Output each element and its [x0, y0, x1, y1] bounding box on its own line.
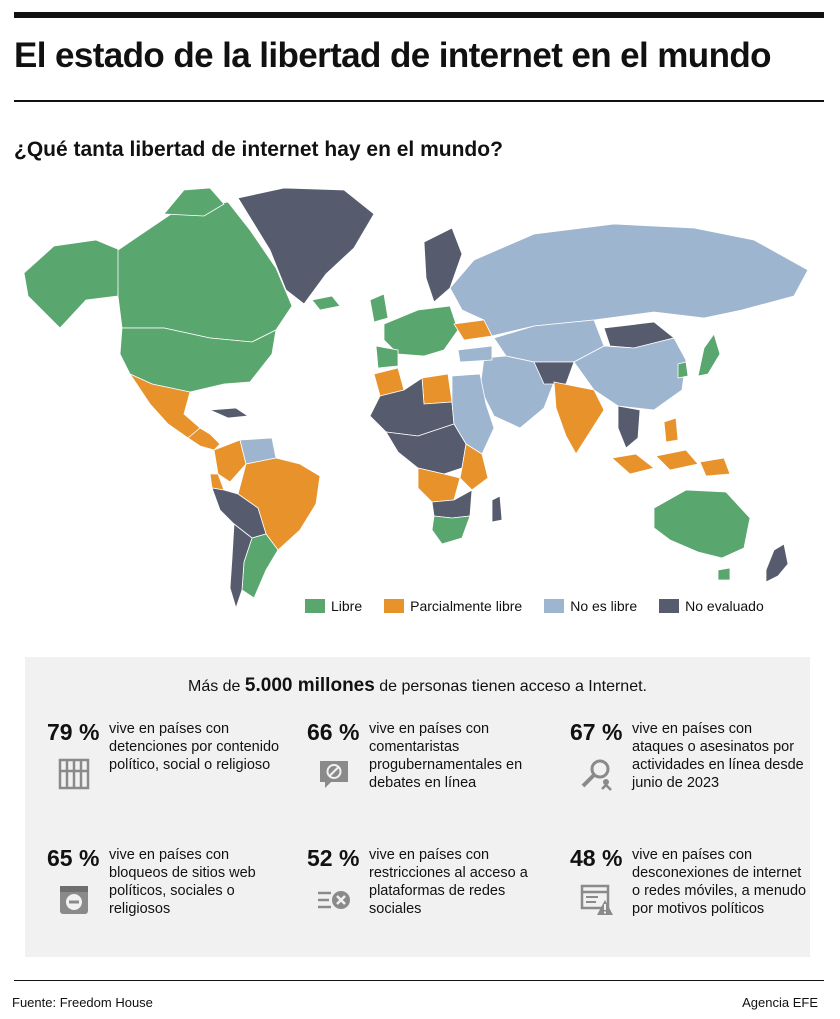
region-libya — [421, 373, 453, 405]
legend-label: Libre — [331, 598, 363, 614]
region-indonesia-east — [655, 449, 699, 471]
stat-percent: 65 % — [47, 845, 100, 871]
legend-label: No evaluado — [685, 598, 764, 614]
legend-label: No es libre — [570, 598, 638, 614]
restricted-social-icon — [318, 891, 350, 909]
map-legend: Libre Parcialmente libre No es libre No … — [305, 598, 764, 614]
region-caribbean — [209, 407, 250, 419]
region-india — [553, 381, 605, 455]
region-new-zealand — [765, 543, 789, 583]
legend-label: Parcialmente libre — [410, 598, 523, 614]
region-tasmania — [717, 567, 731, 581]
page-title: El estado de la libertad de internet en … — [14, 36, 772, 75]
region-madagascar — [491, 495, 503, 523]
stat-progov-commentators: 66 % vive en países con comentaristas pr… — [307, 719, 557, 819]
stat-website-blocks: 65 % vive en países con bloqueos de siti… — [47, 845, 297, 945]
stat-percent: 52 % — [307, 845, 360, 871]
top-rule — [14, 12, 824, 18]
agency-credit: Agencia EFE — [742, 995, 818, 1010]
stat-percent: 48 % — [570, 845, 623, 871]
region-papua — [699, 457, 731, 477]
region-central-america — [187, 427, 221, 451]
speech-blocked-icon — [320, 761, 348, 788]
stat-disconnections: 48 % vive en países con desconexiones de… — [570, 845, 820, 945]
chart-title: ¿Qué tanta libertad de internet hay en e… — [14, 138, 503, 161]
region-indonesia-west — [611, 453, 655, 475]
prison-bars-icon — [58, 758, 90, 790]
stat-percent: 79 % — [47, 719, 100, 745]
region-alaska — [23, 239, 121, 329]
stat-percent: 67 % — [570, 719, 623, 745]
stat-social-restrictions: 52 % vive en países con restricciones al… — [307, 845, 557, 945]
stat-attacks: 67 % vive en países con ataques o asesin… — [570, 719, 820, 819]
stats-headline: Más de 5.000 millones de personas tienen… — [25, 675, 810, 697]
stat-description: vive en países con bloqueos de sitios we… — [109, 847, 256, 917]
region-iberia — [375, 345, 399, 369]
region-australia — [653, 489, 751, 559]
region-western-europe — [383, 305, 459, 357]
legend-item: Parcialmente libre — [384, 598, 522, 614]
investigation-icon — [581, 759, 612, 791]
world-map — [23, 187, 809, 610]
title-divider — [14, 100, 824, 102]
legend-swatch — [384, 599, 405, 613]
region-turkey — [457, 345, 493, 363]
region-korea — [677, 361, 689, 379]
region-south-africa — [431, 515, 471, 545]
region-colombia — [213, 439, 247, 483]
legend-item: Libre — [305, 598, 362, 614]
region-chile — [229, 523, 253, 610]
source-credit: Fuente: Freedom House — [12, 995, 153, 1010]
footer-divider — [14, 980, 824, 981]
region-se-asia-mainland — [617, 405, 641, 449]
region-japan — [697, 333, 721, 377]
region-uk — [369, 293, 389, 323]
legend-swatch — [305, 599, 325, 613]
legend-item: No evaluado — [659, 598, 764, 614]
stat-description: vive en países con detenciones por conte… — [109, 721, 280, 773]
stat-description: vive en países con ataques o asesinatos … — [632, 721, 804, 791]
headline-suffix: de personas tienen acceso a Internet. — [374, 678, 647, 695]
headline-highlight: 5.000 millones — [244, 675, 375, 696]
network-warning-icon — [580, 884, 613, 915]
region-philippines — [663, 417, 679, 443]
region-arctic-islands — [163, 187, 225, 217]
stats-panel: Más de 5.000 millones de personas tienen… — [25, 657, 810, 957]
stat-percent: 66 % — [307, 719, 360, 745]
blocked-website-icon — [60, 886, 88, 914]
region-greenland — [237, 187, 375, 305]
region-iceland — [311, 295, 341, 311]
legend-item: No es libre — [544, 598, 637, 614]
legend-swatch — [659, 599, 680, 613]
region-angola-zambia — [417, 467, 461, 503]
stat-detentions: 79 % vive en países con detenciones por … — [47, 719, 297, 819]
headline-prefix: Más de — [187, 678, 245, 695]
legend-swatch — [544, 599, 565, 613]
region-russia — [449, 223, 809, 337]
stat-description: vive en países con comentaristas progube… — [369, 721, 523, 791]
stat-description: vive en países con desconexiones de inte… — [632, 847, 807, 917]
stat-description: vive en países con restricciones al acce… — [369, 847, 528, 917]
